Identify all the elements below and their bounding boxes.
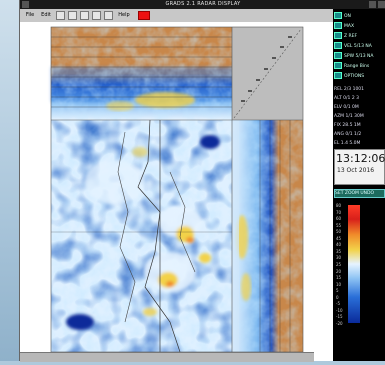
- toggle-icon: [334, 12, 342, 19]
- side-option-vel[interactable]: VEL 5/13 NA: [334, 42, 385, 51]
- colorbar-tick-label: 25: [336, 262, 342, 267]
- toolbar-item-edit[interactable]: Edit: [41, 12, 51, 18]
- clock-time: 13:12:06: [336, 152, 385, 165]
- toggle-icon: [334, 72, 342, 79]
- side-option-spw[interactable]: SPW 5/13 NA: [334, 52, 385, 61]
- toolbar: File Edit Help: [20, 9, 385, 23]
- side-option-range-bins[interactable]: Range Bins: [334, 62, 385, 71]
- radar-plot-area[interactable]: [20, 22, 333, 361]
- info-line: EL 1.4 5.0M: [334, 141, 361, 146]
- colorbar-tick-label: -5: [336, 301, 340, 307]
- info-line: REL 2/3 1001: [334, 87, 365, 92]
- toolbar-record-button[interactable]: [138, 11, 150, 20]
- close-icon[interactable]: [378, 1, 385, 8]
- side-option-options[interactable]: OPTIONS: [334, 72, 385, 81]
- colorbar-tick-label: 0: [336, 294, 339, 300]
- clock-date: 13 Oct 2016: [337, 167, 375, 174]
- colorbar-tick-label: 15: [336, 275, 342, 281]
- app-window: GRADS 2.1 RADAR DISPLAY File Edit Help: [19, 0, 385, 362]
- radar-display: [50, 26, 304, 353]
- colorbar-tick-label: 80: [336, 203, 342, 208]
- control-strip[interactable]: SET ZOOM UNDO: [334, 189, 385, 198]
- info-line: FIX 28.5 1M: [334, 123, 361, 128]
- info-line: ANG 0/1 1/2: [334, 132, 362, 137]
- colorbar-tick-label: 45: [336, 235, 342, 241]
- info-line: ALT 0/1 2 3: [334, 96, 359, 101]
- minimize-icon[interactable]: [369, 1, 376, 8]
- clock-panel: 13:12:06 13 Oct 2016: [334, 149, 385, 185]
- colorbar-tick-label: 55: [336, 222, 342, 228]
- window-menu-icon[interactable]: [22, 1, 29, 8]
- vertical-section-top: [51, 27, 249, 120]
- toolbar-tool-1[interactable]: [56, 11, 65, 20]
- toggle-icon: [334, 32, 342, 39]
- colorbar-tick-label: 50: [336, 229, 342, 235]
- colorbar-tick-label: 20: [336, 268, 342, 274]
- colorbar-tick-label: -20: [336, 321, 343, 326]
- info-line: AZM 1/1 30M: [334, 114, 364, 119]
- toggle-icon: [334, 52, 342, 59]
- vertical-section-right: [232, 120, 303, 352]
- side-panel: ON MAX Z REF VEL 5/13 NA SPW 5/13 NA Ran…: [333, 9, 385, 361]
- title-bar: GRADS 2.1 RADAR DISPLAY: [20, 0, 385, 9]
- status-bar: [20, 352, 314, 362]
- toggle-icon: [334, 62, 342, 69]
- toolbar-item-file[interactable]: File: [25, 12, 35, 18]
- colorbar-tick-label: 60: [336, 216, 342, 222]
- window-title: GRADS 2.1 RADAR DISPLAY: [165, 1, 241, 7]
- side-option-max[interactable]: MAX: [334, 22, 385, 31]
- toolbar-tool-5[interactable]: [104, 11, 113, 20]
- toggle-icon: [334, 22, 342, 29]
- colorbar-tick-label: -15: [336, 314, 343, 320]
- side-option-on[interactable]: ON: [334, 12, 385, 21]
- toolbar-item-help[interactable]: Help: [118, 12, 130, 18]
- toolbar-tool-4[interactable]: [92, 11, 101, 20]
- side-option-zref[interactable]: Z REF: [334, 32, 385, 41]
- colorbar-tick-label: 10: [336, 281, 342, 287]
- plan-view: [51, 119, 232, 353]
- toolbar-tool-3[interactable]: [80, 11, 89, 20]
- toolbar-tool-2[interactable]: [68, 11, 77, 20]
- colorbar-tick-label: 30: [336, 255, 342, 261]
- colorbar-tick-label: -10: [336, 307, 343, 313]
- toggle-icon: [334, 42, 342, 49]
- colorbar-tick-label: 5: [336, 288, 339, 294]
- corner-panel: [232, 27, 303, 120]
- colorbar-tick-label: 35: [336, 248, 342, 254]
- colorbar: [348, 205, 360, 323]
- colorbar-tick-label: 40: [336, 242, 342, 248]
- info-line: ELV 0/1 0M: [334, 105, 359, 110]
- colorbar-tick-label: 70: [336, 209, 342, 215]
